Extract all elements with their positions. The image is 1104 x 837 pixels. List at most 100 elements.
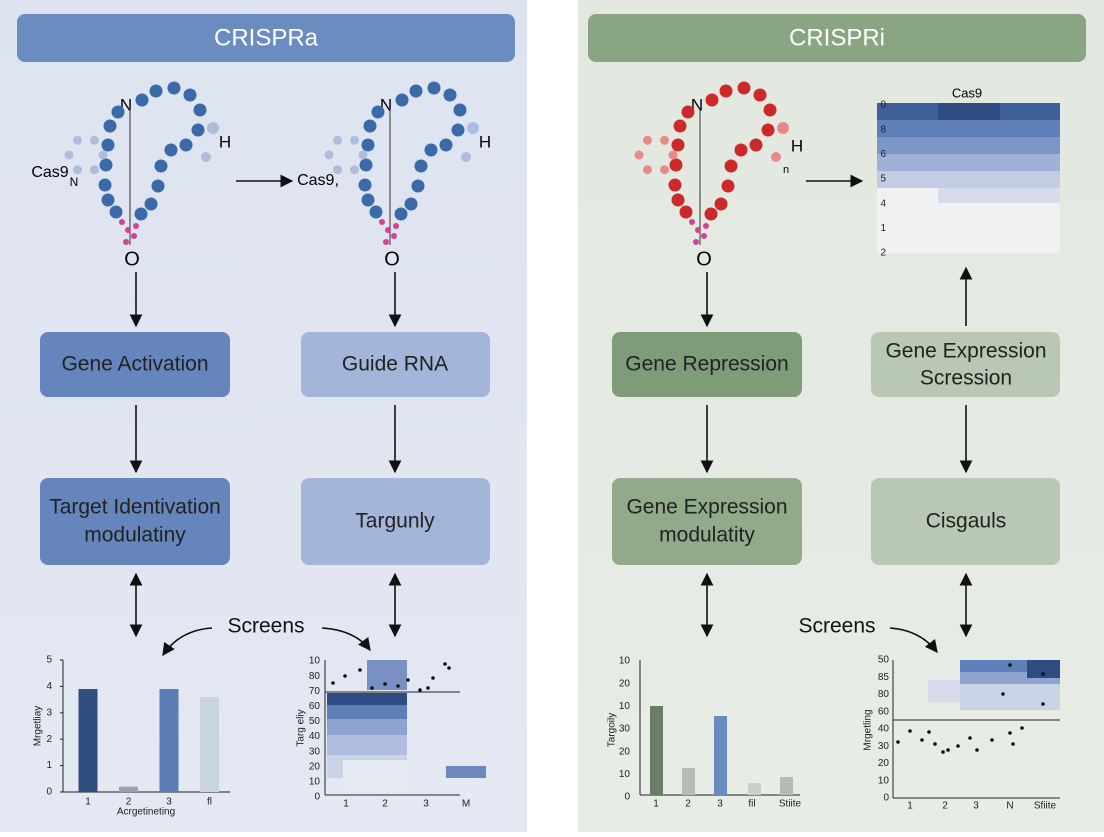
atom: [385, 227, 391, 233]
y-tick-label: 10: [309, 656, 321, 667]
atom: [358, 150, 368, 160]
atom: [391, 233, 397, 239]
atom: [371, 105, 385, 119]
box: [871, 332, 1060, 397]
atom: [395, 93, 409, 107]
x-tick-label: 2: [382, 799, 388, 810]
dot: [908, 729, 912, 733]
dot: [426, 686, 430, 690]
box-label: Gene Repression: [625, 353, 788, 376]
atom: [737, 81, 751, 95]
atom: [660, 135, 669, 145]
atom: [404, 197, 418, 211]
dot: [1041, 672, 1045, 676]
y-tick-label: 20: [309, 761, 321, 772]
atom: [461, 152, 471, 162]
y-tick-label: 2: [880, 248, 886, 259]
box-label: modulatity: [659, 524, 755, 547]
y-axis-label: Targ eliy: [296, 709, 307, 746]
box: [871, 478, 1060, 565]
atom: [383, 239, 389, 245]
dot: [358, 668, 362, 672]
atom: [207, 122, 219, 134]
atom: [154, 159, 168, 173]
dot: [1001, 692, 1005, 696]
x-tick-label: 1: [653, 799, 659, 810]
y-tick-label: 60: [878, 706, 890, 717]
atom: [439, 138, 453, 152]
y-tick-label: 20: [619, 746, 631, 757]
atom: [358, 178, 372, 192]
y-tick-label: 85: [878, 672, 890, 683]
atom: [679, 205, 693, 219]
atom: [193, 103, 207, 117]
left-title: CRISPRa: [214, 24, 319, 51]
y-tick-label: 0: [880, 100, 886, 111]
x-tick-label: 3: [423, 799, 429, 810]
box: [612, 332, 802, 397]
dot: [968, 736, 972, 740]
x-tick-label: Sfiite: [1034, 801, 1057, 812]
screens-label: Screens: [798, 615, 875, 638]
atom: [191, 123, 205, 137]
dot: [933, 742, 937, 746]
x-tick-label: 3: [717, 799, 723, 810]
x-tick-label: 3: [166, 797, 172, 808]
atom-label: O: [384, 248, 400, 270]
atom: [151, 179, 165, 193]
atom: [427, 81, 441, 95]
y-tick-label: 0: [624, 792, 630, 803]
y-tick-label: 30: [878, 741, 890, 752]
atom: [777, 122, 789, 134]
box: [40, 478, 230, 565]
y-tick-label: 30: [309, 746, 321, 757]
atom: [333, 135, 342, 145]
atom: [201, 152, 211, 162]
box: [301, 478, 490, 565]
x-tick-label: 2: [126, 797, 132, 808]
dot: [406, 678, 410, 682]
atom: [363, 119, 377, 133]
dot: [946, 748, 950, 752]
box: [301, 332, 490, 397]
heatmap-scatter: [324, 660, 486, 796]
dot: [1008, 731, 1012, 735]
atom: [705, 93, 719, 107]
y-tick-label: 20: [619, 678, 631, 689]
atom: [443, 88, 457, 102]
y-tick-label: 10: [619, 701, 631, 712]
y-tick-label: 10: [878, 775, 890, 786]
box-label: Targunly: [355, 510, 435, 533]
atom: [64, 150, 74, 160]
atom: [668, 178, 682, 192]
box: [40, 332, 230, 397]
atom-label: H: [219, 132, 231, 151]
dot: [927, 730, 931, 734]
atom: [724, 159, 738, 173]
y-tick-label: 50: [878, 655, 890, 666]
atom: [763, 103, 777, 117]
atom: [409, 84, 423, 98]
left-header: [17, 14, 515, 62]
bar: [200, 696, 219, 792]
dot: [920, 738, 924, 742]
atom: [131, 233, 137, 239]
box-label: Gene Expression: [626, 496, 787, 519]
atom: [350, 135, 359, 145]
atom: [695, 227, 701, 233]
dot: [1041, 702, 1045, 706]
dot: [1008, 663, 1012, 667]
atom: [144, 197, 158, 211]
right-header: [588, 14, 1086, 62]
atom: [361, 138, 375, 152]
atom: [111, 105, 125, 119]
atom-label: O: [696, 248, 712, 270]
y-tick-label: 3: [46, 707, 52, 718]
atom: [369, 205, 383, 219]
atom-label: H: [479, 132, 491, 151]
y-tick-label: 0: [314, 792, 320, 803]
y-axis-label: Mrgetling: [863, 709, 874, 750]
atom: [771, 152, 781, 162]
atom-label: O: [124, 248, 140, 270]
